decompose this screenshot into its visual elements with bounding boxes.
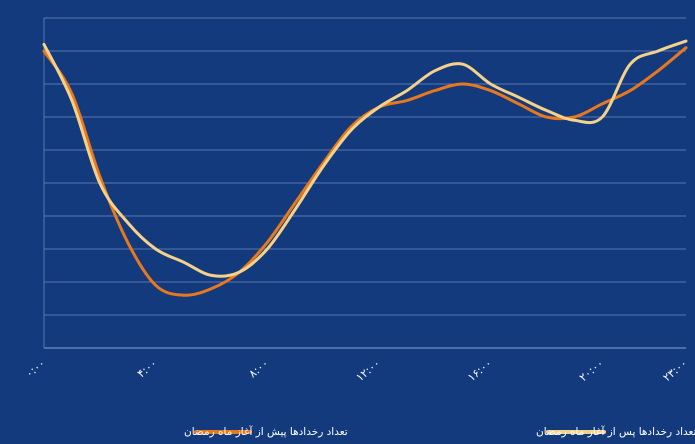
x-tick: ۸:۰۰ — [246, 357, 271, 381]
series-lines — [42, 39, 688, 297]
grid — [43, 17, 686, 349]
legend-label-1: تعداد رخدادها پیش از آغاز ماه رمضان — [184, 425, 348, 438]
x-tick-label: ۱۶:۰۰ — [465, 357, 494, 385]
x-tick-label: ۴:۰۰ — [135, 357, 160, 381]
x-tick-label: ۸:۰۰ — [246, 357, 271, 381]
x-tick: ۱۲:۰۰ — [354, 357, 383, 385]
x-tick: ۲۳:۰۰ — [661, 357, 690, 385]
x-axis-ticks: ۰:۰۰ ۴:۰۰ ۸:۰۰ ۱۲:۰۰ ۱۶:۰۰ ۲۰:۰۰ ۲۳:۰۰ — [23, 357, 690, 385]
x-tick: ۱۶:۰۰ — [465, 357, 494, 385]
x-tick-label: ۱۲:۰۰ — [354, 357, 383, 385]
x-tick-label: ۲۳:۰۰ — [661, 357, 690, 385]
x-tick: ۲۰:۰۰ — [577, 357, 606, 385]
x-tick: ۰:۰۰ — [23, 357, 48, 381]
x-tick-label: ۰:۰۰ — [23, 357, 48, 381]
x-tick-label: ۲۰:۰۰ — [577, 357, 606, 385]
series-line-1 — [42, 46, 688, 297]
legend-label-2: تعداد رخدادها پس از آغاز ماه رمضان — [536, 425, 695, 438]
x-tick: ۴:۰۰ — [135, 357, 160, 381]
series-line-2 — [42, 39, 688, 278]
legend: تعداد رخدادها پیش از آغاز ماه رمضان تعداد… — [184, 425, 695, 438]
